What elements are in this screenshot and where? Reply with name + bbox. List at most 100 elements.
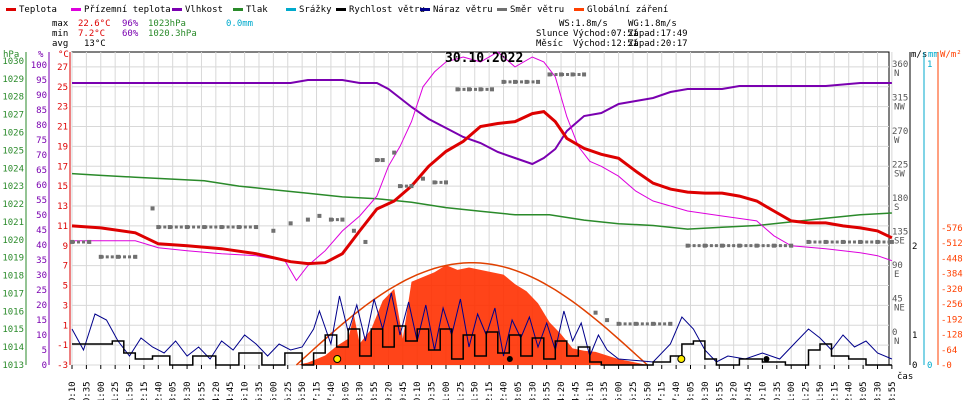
x-tick-label: 04:45 [226, 381, 236, 400]
dir-tick-label: 45 [892, 295, 903, 305]
x-tick-label: 00:10 [68, 381, 78, 400]
x-tick-label: 18:30 [701, 381, 711, 400]
x-tick-label: 12:15 [485, 381, 495, 400]
x-tick-label: 11:50 [471, 381, 481, 400]
x-tick-label: 13:55 [543, 381, 553, 400]
pct-tick-label: 25 [36, 286, 47, 296]
x-tick-label: 03:30 [183, 381, 193, 400]
temp-tick-label: 23 [57, 103, 68, 113]
x-tick-label: 18:05 [687, 381, 697, 400]
x-tick-label: 21:50 [816, 381, 826, 400]
pct-tick-label: 75 [36, 136, 47, 146]
pct-tick-label: 10 [36, 331, 47, 341]
legend: Teplota Přízemní teplota Vlhkost Tlak Srážky… [6, 5, 668, 15]
pct-tick-label: 55 [36, 196, 47, 206]
hpa-tick-label: 1030 [2, 57, 24, 67]
dir-compass-label: E [894, 270, 899, 280]
ms-tick-label: 1 [912, 331, 917, 341]
pct-tick-label: 85 [36, 106, 47, 116]
x-tick-label: 02:15 [140, 381, 150, 400]
temp-tick-label: 5 [63, 282, 68, 292]
hpa-tick-label: 1020 [2, 236, 24, 246]
rad-tick-label: -512 [941, 239, 963, 249]
chart-date: 30.10.2022 [445, 51, 523, 66]
legend-label: Teplota [19, 5, 57, 15]
legend-swatch [172, 8, 182, 11]
sun-moon-markers [333, 355, 770, 363]
unit-ms: m/s [911, 50, 927, 60]
series-lines [71, 51, 893, 366]
legend-swatch [574, 8, 584, 11]
pct-tick-label: 45 [36, 226, 47, 236]
wind-direction-point [582, 72, 587, 77]
x-axis: 00:10 00:35 01:00 01:25 01:50 02:15 02:40 03:05… [68, 365, 898, 400]
temp-tick-label: 7 [63, 262, 68, 272]
pct-tick-label: 50 [36, 211, 47, 221]
wind-direction-point [254, 225, 259, 230]
temp-tick-label: 3 [63, 301, 68, 311]
pct-tick-label: 90 [36, 91, 47, 101]
sunset-marker [677, 355, 686, 363]
hpa-tick-label: 1019 [2, 254, 24, 264]
hpa-tick-label: 1023 [2, 182, 24, 192]
x-tick-label: 17:15 [658, 381, 668, 400]
wind-direction-point [340, 217, 345, 222]
x-tick-label: 16:25 [629, 381, 639, 400]
x-tick-label: 07:15 [313, 381, 323, 400]
pct-tick-label: 95 [36, 76, 47, 86]
unit-mm: mm [928, 50, 939, 60]
temp-tick-label: 11 [57, 222, 68, 232]
x-tick-label: 21:25 [802, 381, 812, 400]
wind-direction-point [380, 158, 385, 163]
x-tick-label: 01:50 [126, 381, 136, 400]
temp-tick-label: -3 [57, 361, 68, 371]
x-tick-label: 13:05 [514, 381, 524, 400]
pct-tick-label: 70 [36, 151, 47, 161]
radiation-layer [295, 262, 648, 366]
rad-tick-label: -576 [941, 224, 963, 234]
wind-direction-point [392, 150, 397, 155]
ms-tick-label: 0 [912, 361, 917, 371]
x-tick-label: 08:30 [356, 381, 366, 400]
hpa-tick-label: 1018 [2, 272, 24, 282]
stats-max-temp: 22.6°C [78, 19, 111, 29]
rad-tick-label: -384 [941, 270, 963, 280]
hpa-tick-label: 1014 [2, 343, 24, 353]
legend-swatch [233, 8, 243, 11]
legend-swatch [420, 8, 430, 11]
x-tick-label: 02:40 [154, 381, 164, 400]
x-tick-label: 23:55 [888, 381, 898, 400]
rad-tick-label: -0 [941, 361, 952, 371]
stats-min-label: min [52, 29, 68, 39]
x-tick-label: 23:30 [873, 381, 883, 400]
mm-tick-label: 1 [927, 60, 932, 70]
wind-gust-line [71, 292, 893, 363]
ms-tick-label: 2 [912, 242, 917, 252]
x-tick-label: 21:00 [787, 381, 797, 400]
x-tick-label: 10:35 [428, 381, 438, 400]
pct-tick-label: 80 [36, 121, 47, 131]
stats-rain: 0.0mm [226, 19, 253, 29]
x-tick-label: 23:05 [859, 381, 869, 400]
humidity-line [72, 79, 892, 166]
hpa-tick-label: 1029 [2, 75, 24, 85]
legend-label: Náraz větru [433, 5, 493, 15]
rad-tick-label: -448 [941, 254, 963, 264]
x-tick-label: 06:00 [269, 381, 279, 400]
wind-direction-point [593, 310, 598, 315]
x-tick-label: 03:05 [169, 381, 179, 400]
x-tick-label: 12:40 [500, 381, 510, 400]
x-tick-label: 07:40 [327, 381, 337, 400]
hpa-tick-label: 1016 [2, 307, 24, 317]
rad-tick-label: -64 [941, 346, 957, 356]
dir-compass-label: SW [894, 170, 905, 180]
pct-tick-label: 0 [42, 361, 47, 371]
dir-tick-label: 360 [892, 60, 908, 70]
temp-tick-label: 9 [63, 242, 68, 252]
temp-tick-label: -1 [57, 341, 68, 351]
dir-compass-label: NE [894, 304, 905, 314]
wind-direction-point [271, 228, 276, 233]
legend-swatch [497, 8, 507, 11]
dir-compass-label: SE [894, 237, 905, 247]
moonset-marker [763, 356, 770, 362]
